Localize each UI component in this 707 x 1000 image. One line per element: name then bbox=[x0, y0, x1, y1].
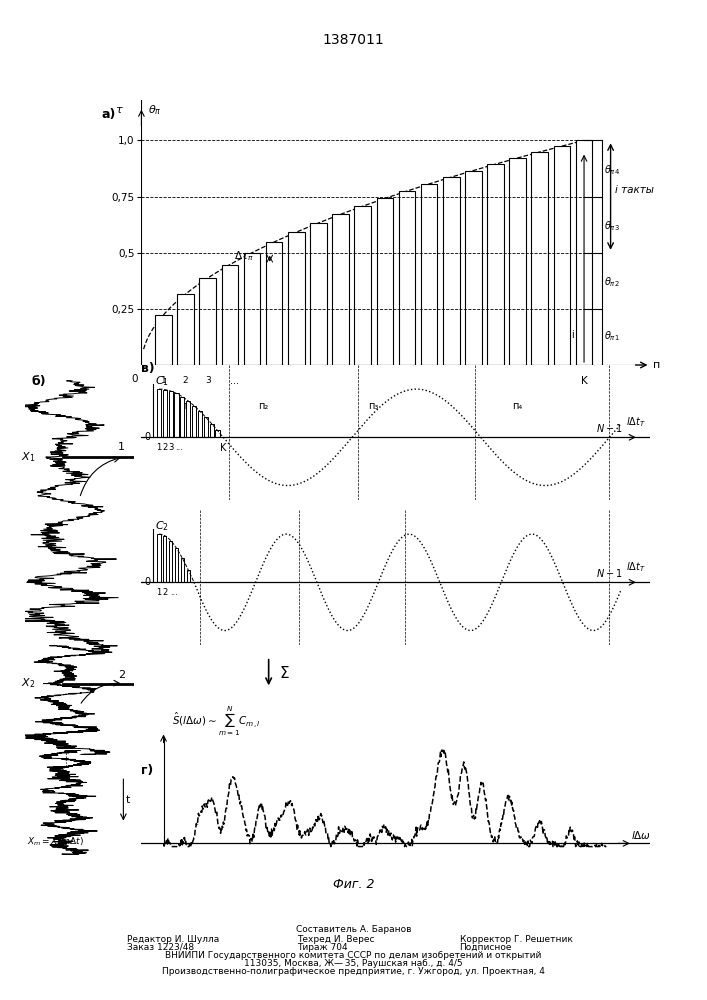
Text: 1: 1 bbox=[118, 442, 125, 452]
Text: Производственно-полиграфическое предприятие, г. Ужгород, ул. Проектная, 4: Производственно-полиграфическое предприя… bbox=[162, 967, 545, 976]
Text: 113035, Москва, Ж— 35, Раушская наб., д. 4/5: 113035, Москва, Ж— 35, Раушская наб., д.… bbox=[244, 959, 463, 968]
Text: 1387011: 1387011 bbox=[322, 33, 385, 47]
Bar bbox=[216, 430, 219, 437]
Text: 3: 3 bbox=[205, 376, 211, 385]
Text: i такты: i такты bbox=[615, 185, 654, 195]
Text: б): б) bbox=[32, 375, 46, 388]
Text: $\theta_{\pi 1}$: $\theta_{\pi 1}$ bbox=[604, 329, 619, 343]
Bar bbox=[169, 541, 173, 582]
Text: Техред И. Верес: Техред И. Верес bbox=[297, 935, 375, 944]
Bar bbox=[266, 242, 283, 365]
Text: $\theta_\pi$: $\theta_\pi$ bbox=[148, 103, 162, 117]
Bar bbox=[221, 265, 238, 365]
Bar bbox=[186, 401, 190, 437]
Text: 2: 2 bbox=[118, 670, 125, 680]
Bar bbox=[354, 206, 371, 365]
Bar bbox=[181, 558, 184, 582]
Bar bbox=[198, 411, 202, 437]
Text: Составитель А. Баранов: Составитель А. Баранов bbox=[296, 925, 411, 934]
Text: $N-1$: $N-1$ bbox=[596, 567, 623, 579]
Bar bbox=[244, 253, 260, 365]
Bar bbox=[156, 315, 172, 365]
Bar bbox=[199, 278, 216, 365]
Text: п₄: п₄ bbox=[513, 401, 522, 411]
Text: ВНИИПИ Государственного комитета СССР по делам изобретений и открытий: ВНИИПИ Государственного комитета СССР по… bbox=[165, 951, 542, 960]
Bar bbox=[187, 570, 189, 582]
Text: K: K bbox=[220, 443, 226, 453]
Text: $\Sigma$: $\Sigma$ bbox=[279, 664, 290, 680]
Bar bbox=[554, 146, 571, 365]
Text: 0: 0 bbox=[144, 577, 150, 587]
Text: Редактор И. Шулла: Редактор И. Шулла bbox=[127, 935, 219, 944]
Bar bbox=[377, 198, 393, 365]
Text: t: t bbox=[126, 795, 131, 805]
Text: 1: 1 bbox=[160, 376, 166, 385]
Bar bbox=[157, 389, 161, 437]
Text: Подписное: Подписное bbox=[460, 943, 512, 952]
Bar bbox=[509, 158, 526, 365]
Text: $\tau$: $\tau$ bbox=[115, 105, 124, 115]
Bar bbox=[192, 406, 196, 437]
Bar bbox=[310, 223, 327, 365]
Bar bbox=[175, 548, 178, 582]
Text: ...: ... bbox=[175, 443, 183, 452]
Bar bbox=[163, 536, 166, 582]
Text: $N-1$: $N-1$ bbox=[596, 422, 623, 434]
Text: 0: 0 bbox=[144, 432, 150, 442]
Bar bbox=[288, 232, 305, 365]
Bar bbox=[168, 391, 173, 437]
Bar bbox=[575, 140, 592, 365]
Bar bbox=[163, 390, 167, 437]
Text: Корректор Г. Решетник: Корректор Г. Решетник bbox=[460, 935, 573, 944]
Bar bbox=[332, 214, 349, 365]
Text: Фиг. 2: Фиг. 2 bbox=[333, 879, 374, 892]
Bar bbox=[443, 177, 460, 365]
Text: $\hat{S}(l\Delta\omega) \sim \sum_{m=1}^{N} C_{m,l}$: $\hat{S}(l\Delta\omega) \sim \sum_{m=1}^… bbox=[173, 704, 261, 738]
Text: $X_2$: $X_2$ bbox=[21, 677, 36, 690]
Bar bbox=[399, 191, 415, 365]
Text: г): г) bbox=[141, 764, 153, 777]
Text: ...: ... bbox=[230, 376, 239, 386]
Text: 1: 1 bbox=[156, 443, 162, 452]
Text: 0: 0 bbox=[132, 374, 138, 384]
Text: 2: 2 bbox=[162, 443, 168, 452]
Bar bbox=[209, 424, 214, 437]
Text: K: K bbox=[580, 376, 588, 386]
Text: ...: ... bbox=[170, 588, 177, 597]
Text: п₂: п₂ bbox=[258, 401, 268, 411]
Bar bbox=[532, 152, 548, 365]
Text: в): в) bbox=[141, 362, 155, 375]
Text: Тираж 704: Тираж 704 bbox=[297, 943, 348, 952]
Text: $\theta_{\pi 3}$: $\theta_{\pi 3}$ bbox=[604, 219, 620, 233]
Bar bbox=[175, 393, 179, 437]
Text: $X_1$: $X_1$ bbox=[21, 450, 36, 464]
Text: $X_m = X(m\Delta t)$: $X_m = X(m\Delta t)$ bbox=[28, 836, 84, 848]
Bar bbox=[204, 417, 208, 437]
Bar bbox=[465, 171, 481, 365]
Text: п₁: п₁ bbox=[180, 401, 191, 411]
Text: п₃: п₃ bbox=[368, 401, 379, 411]
Text: Заказ 1223/48: Заказ 1223/48 bbox=[127, 943, 194, 952]
Text: п: п bbox=[653, 360, 660, 370]
Text: $\theta_{\pi 4}$: $\theta_{\pi 4}$ bbox=[604, 163, 620, 177]
Text: $C_2$: $C_2$ bbox=[155, 520, 169, 533]
Text: $\theta_{\pi 2}$: $\theta_{\pi 2}$ bbox=[604, 275, 619, 289]
Bar bbox=[487, 164, 504, 365]
Bar bbox=[180, 397, 185, 437]
Text: 3: 3 bbox=[168, 443, 173, 452]
Bar bbox=[421, 184, 438, 365]
Text: i: i bbox=[571, 330, 574, 340]
Text: а): а) bbox=[102, 108, 116, 121]
Text: $C_1$: $C_1$ bbox=[155, 375, 169, 388]
Text: 2: 2 bbox=[162, 588, 168, 597]
Bar bbox=[177, 294, 194, 365]
Bar bbox=[158, 534, 160, 582]
Text: $l\Delta\omega$: $l\Delta\omega$ bbox=[631, 829, 650, 841]
Text: $\Delta\tau_\pi$: $\Delta\tau_\pi$ bbox=[234, 249, 255, 263]
Text: 2: 2 bbox=[183, 376, 189, 385]
Text: 1: 1 bbox=[156, 588, 162, 597]
Text: $l\Delta t_T$: $l\Delta t_T$ bbox=[626, 415, 645, 429]
Text: $l\Delta t_T$: $l\Delta t_T$ bbox=[626, 560, 645, 574]
